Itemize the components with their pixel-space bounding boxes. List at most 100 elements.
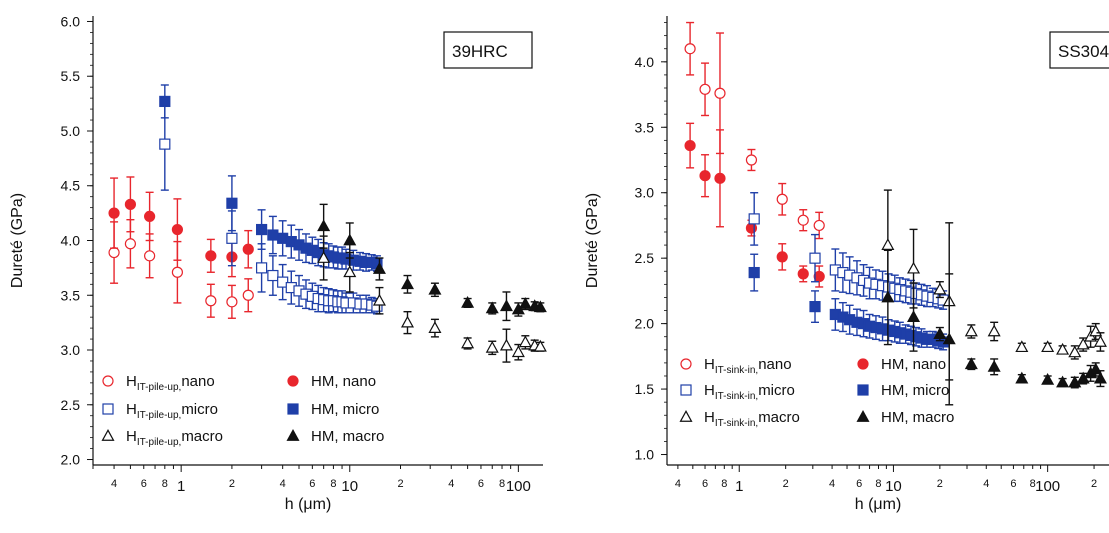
data-point — [907, 261, 921, 274]
data-point — [171, 223, 184, 236]
panel-2-x-tick-label: 8 — [721, 478, 727, 490]
panel-1-x-tick-label: 8 — [330, 478, 336, 490]
legend-marker — [679, 410, 693, 422]
panel-1-y-tick-label: 2.0 — [61, 452, 81, 468]
data-point — [881, 238, 895, 250]
data-point — [714, 172, 726, 184]
data-point — [428, 321, 442, 333]
data-point — [1041, 372, 1055, 385]
legend-label: HIT-sink-in,micro — [704, 382, 795, 402]
legend-marker — [286, 429, 300, 441]
panel-2-y-tick-label: 2.5 — [635, 250, 655, 266]
panel-1-x-axis-label: h (μm) — [285, 496, 332, 513]
panel-1-y-tick-label: 5.0 — [61, 123, 81, 139]
data-point — [343, 233, 357, 246]
panel-1-x-tick-label: 2 — [397, 478, 403, 490]
panel-2-y-tick-label: 4.0 — [635, 54, 655, 70]
data-point — [813, 270, 825, 283]
data-point — [748, 213, 760, 225]
panel-2-x-tick-label: 2 — [1091, 478, 1097, 490]
data-point — [1056, 375, 1070, 388]
panel-2-x-tick-label: 2 — [937, 478, 943, 490]
data-point — [205, 250, 217, 262]
legend-label: HM, macro — [311, 428, 384, 445]
panel-2-title: SS304 — [1058, 42, 1109, 61]
data-point — [226, 232, 238, 244]
panel-1-x-tick-label: 4 — [448, 478, 454, 490]
data-point — [933, 327, 947, 339]
data-point — [809, 301, 821, 313]
panel-1-series-3 — [159, 97, 383, 315]
legend-marker — [287, 403, 299, 415]
data-point — [684, 43, 696, 55]
data-point — [317, 251, 331, 263]
panel-1-x-tick-label: 6 — [478, 478, 484, 490]
panel-1-y-tick-label: 4.5 — [61, 178, 81, 194]
data-point — [699, 170, 711, 182]
data-point — [256, 223, 268, 236]
data-point — [933, 282, 947, 295]
data-point — [964, 357, 978, 370]
data-point — [745, 222, 758, 234]
legend-label: HIT-pile-up,micro — [126, 401, 218, 421]
data-point — [171, 266, 184, 278]
data-point — [499, 338, 513, 351]
data-point — [226, 296, 238, 308]
panel-1-y-tick-label: 5.5 — [61, 68, 81, 84]
legend-marker — [101, 429, 115, 441]
panel-1-y-tick-label: 4.0 — [61, 233, 81, 249]
panel-2-x-tick-label: 8 — [875, 478, 881, 490]
data-point — [518, 297, 532, 309]
legend-label: HIT-pile-up,macro — [126, 428, 223, 448]
legend-marker — [102, 403, 114, 415]
panel-1-title: 39HRC — [452, 42, 508, 61]
legend-marker — [856, 410, 870, 422]
panel-2-y-tick-label: 1.5 — [635, 381, 655, 397]
data-point — [372, 262, 386, 274]
data-point — [533, 300, 547, 313]
data-point — [400, 315, 415, 328]
data-point — [1089, 324, 1103, 337]
data-point — [533, 339, 547, 352]
panel-1-x-tick-label: 1 — [177, 478, 185, 495]
data-point — [745, 154, 758, 166]
legend-label: HIT-sink-in,nano — [704, 356, 792, 376]
data-point — [1093, 335, 1107, 347]
data-point — [1068, 375, 1082, 388]
panel-2-x-tick-label: 4 — [829, 478, 835, 490]
panel-2-x-tick-label: 4 — [675, 478, 681, 490]
data-point — [499, 299, 513, 312]
panel-1-legend: HIT-pile-up,nano HM, nano HIT-pile-up,micr… — [101, 373, 384, 448]
panel-1-x-tick-label: 2 — [229, 478, 235, 490]
panel-1-x-tick-label: 6 — [309, 478, 315, 490]
panel-2-series-1 — [684, 21, 825, 240]
data-point — [907, 310, 921, 322]
data-point — [267, 269, 279, 282]
panel-1-y-axis-label: Dureté (GPa) — [9, 193, 26, 288]
panel-2-series-4 — [748, 253, 949, 351]
panel-1-x-tick-label: 8 — [162, 478, 168, 490]
data-point — [428, 282, 442, 295]
data-point — [797, 268, 809, 280]
data-point — [987, 324, 1001, 337]
panel-2-x-tick-label: 8 — [1030, 478, 1036, 490]
data-point — [1068, 345, 1082, 358]
data-point — [205, 295, 217, 307]
data-point — [1093, 371, 1107, 384]
data-point — [485, 301, 499, 314]
data-point — [518, 335, 532, 348]
data-point — [124, 238, 137, 250]
panel-1-x-tick-label: 6 — [141, 478, 147, 490]
panel-2-legend: HIT-sink-in,nano HM, nano HIT-sink-in,micr… — [679, 356, 954, 429]
panel-1-x-tick-label: 4 — [280, 478, 286, 490]
panel-2-y-tick-label: 2.0 — [635, 316, 655, 332]
data-point — [400, 277, 415, 290]
data-point — [748, 266, 760, 279]
panel-2-x-tick-label: 2 — [783, 478, 789, 490]
legend-label: HIT-sink-in,macro — [704, 409, 800, 429]
panel-1-y-tick-label: 3.0 — [61, 342, 81, 358]
panel-1-series-6 — [317, 203, 547, 322]
panel-2-x-tick-label: 100 — [1035, 478, 1060, 495]
data-point — [108, 207, 120, 219]
panel-2-x-tick-label: 6 — [1010, 478, 1016, 490]
